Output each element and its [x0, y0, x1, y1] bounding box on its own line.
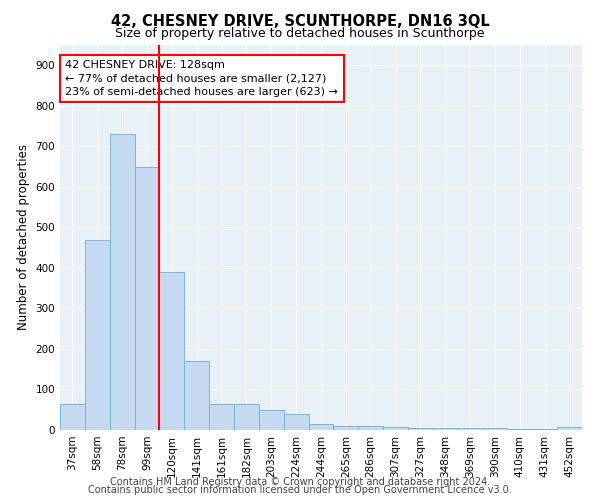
Bar [85, 240, 110, 430]
Bar [259, 410, 284, 430]
Text: Contains public sector information licensed under the Open Government Licence v3: Contains public sector information licen… [88, 485, 512, 495]
Bar [160, 272, 184, 430]
Text: Size of property relative to detached houses in Scunthorpe: Size of property relative to detached ho… [115, 28, 485, 40]
Text: 42 CHESNEY DRIVE: 128sqm
← 77% of detached houses are smaller (2,127)
23% of sem: 42 CHESNEY DRIVE: 128sqm ← 77% of detach… [65, 60, 338, 97]
Bar [358, 426, 383, 430]
Bar [408, 428, 433, 430]
Bar [284, 414, 308, 430]
Bar [557, 427, 582, 430]
Y-axis label: Number of detached properties: Number of detached properties [17, 144, 30, 330]
Bar [334, 426, 358, 430]
Bar [184, 361, 209, 430]
Text: Contains HM Land Registry data © Crown copyright and database right 2024.: Contains HM Land Registry data © Crown c… [110, 477, 490, 487]
Bar [482, 428, 508, 430]
Bar [308, 424, 334, 430]
Bar [508, 429, 532, 430]
Bar [110, 134, 134, 430]
Bar [383, 427, 408, 430]
Bar [532, 429, 557, 430]
Bar [433, 428, 458, 430]
Bar [60, 404, 85, 430]
Bar [458, 428, 482, 430]
Bar [134, 166, 160, 430]
Text: 42, CHESNEY DRIVE, SCUNTHORPE, DN16 3QL: 42, CHESNEY DRIVE, SCUNTHORPE, DN16 3QL [110, 14, 490, 29]
Bar [234, 404, 259, 430]
Bar [209, 404, 234, 430]
